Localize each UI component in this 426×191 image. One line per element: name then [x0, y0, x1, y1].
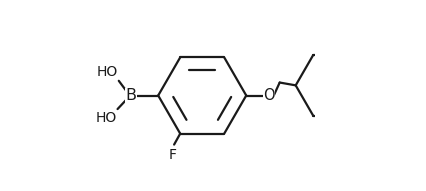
- Text: HO: HO: [95, 111, 116, 125]
- Text: B: B: [125, 88, 136, 103]
- Text: HO: HO: [96, 65, 118, 79]
- Text: F: F: [168, 148, 176, 162]
- Text: O: O: [262, 88, 274, 103]
